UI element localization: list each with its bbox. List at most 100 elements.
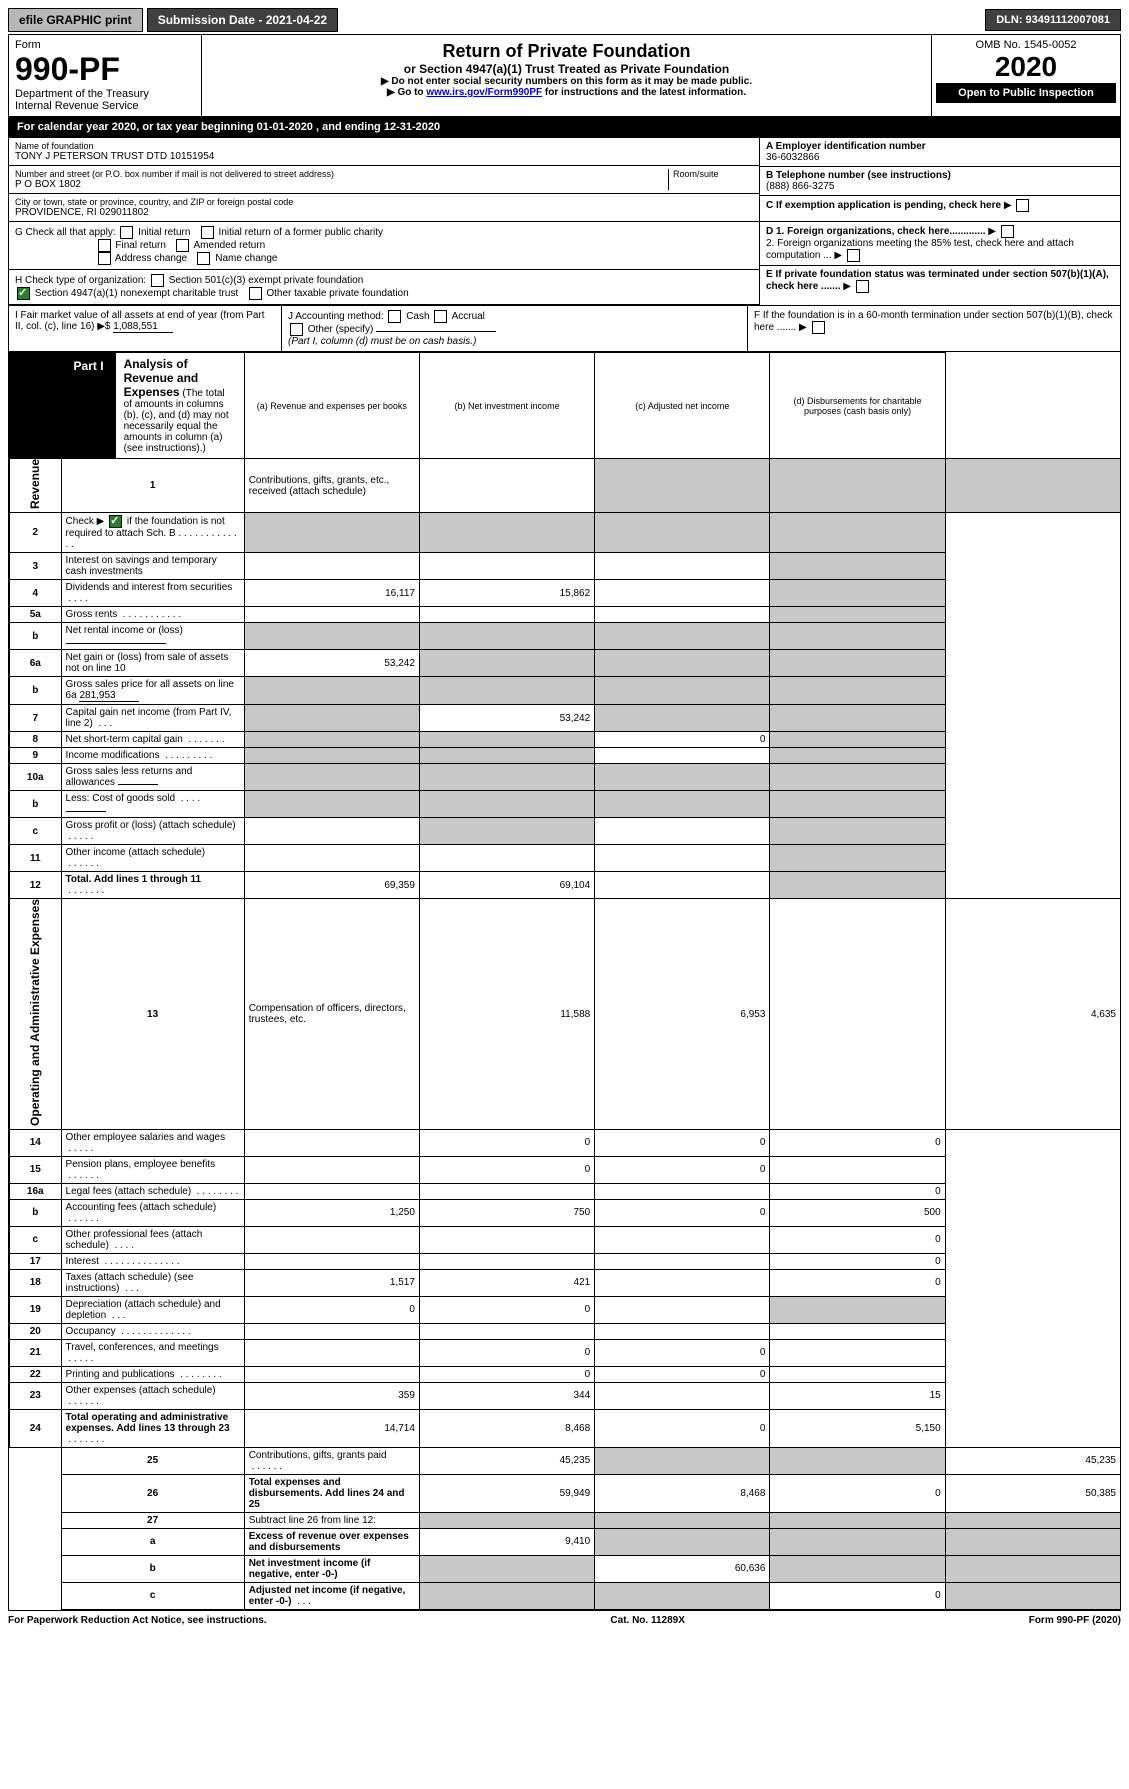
irs-link[interactable]: www.irs.gov/Form990PF [426,87,542,98]
r15-b: 0 [419,1156,594,1183]
j-o2: Accrual [452,311,485,322]
table-row: cOther professional fees (attach schedul… [10,1226,1121,1253]
r16b-desc: Accounting fees (attach schedule) . . . … [61,1199,244,1226]
r15-c: 0 [595,1156,770,1183]
r25-desc: Contributions, gifts, grants paid . . . … [244,1447,419,1474]
r25-d: 45,235 [945,1447,1120,1474]
e-cell: E If private foundation status was termi… [760,266,1120,296]
c-checkbox[interactable] [1016,199,1029,212]
g-address-checkbox[interactable] [98,252,111,265]
r16b-a: 1,250 [244,1199,419,1226]
h-other-checkbox[interactable] [249,287,262,300]
ein-value: 36-6032866 [766,152,1114,163]
r16c-num: c [10,1226,62,1253]
calyear-begin: 01-01-2020 [257,121,313,133]
r26-num: 26 [61,1474,244,1512]
phone-label: B Telephone number (see instructions) [766,170,1114,181]
footer-mid: Cat. No. 11289X [610,1615,684,1626]
footer: For Paperwork Reduction Act Notice, see … [8,1611,1121,1630]
r5b-desc: Net rental income or (loss) [61,623,244,650]
table-row: 24Total operating and administrative exp… [10,1409,1121,1447]
g-initial-checkbox[interactable] [120,226,133,239]
d2-label: 2. Foreign organizations meeting the 85%… [766,238,1074,261]
r18-num: 18 [10,1269,62,1296]
r25-a: 45,235 [419,1447,594,1474]
h-row: H Check type of organization: Section 50… [9,270,759,305]
r27b-desc: Net investment income (if negative, ente… [244,1555,419,1582]
j-cash-checkbox[interactable] [388,310,401,323]
g-amended-checkbox[interactable] [176,239,189,252]
r19-b: 0 [419,1296,594,1323]
r18-a: 1,517 [244,1269,419,1296]
foundation-name: TONY J PETERSON TRUST DTD 10151954 [15,151,753,162]
r13-num: 13 [61,899,244,1130]
r13-d: 4,635 [945,899,1120,1130]
g-name-checkbox[interactable] [197,252,210,265]
table-row: 21Travel, conferences, and meetings . . … [10,1339,1121,1366]
r1-c [770,459,945,513]
e-checkbox[interactable] [856,280,869,293]
j-accrual-checkbox[interactable] [434,310,447,323]
g-o1: Initial return [138,227,190,238]
g-initial-former-checkbox[interactable] [201,226,214,239]
table-row: 15Pension plans, employee benefits . . .… [10,1156,1121,1183]
table-row: 25Contributions, gifts, grants paid . . … [10,1447,1121,1474]
r27b-b: 60,636 [595,1555,770,1582]
g-final-checkbox[interactable] [98,239,111,252]
d1-checkbox[interactable] [1001,225,1014,238]
r6b-num: b [10,677,62,705]
city-label: City or town, state or province, country… [15,197,753,207]
submission-btn[interactable]: Submission Date - 2021-04-22 [147,8,338,32]
r2-t: Check ▶ [66,516,108,527]
r20-num: 20 [10,1323,62,1339]
part1-wrap: Part I Analysis of Revenue and Expenses … [8,352,1121,1611]
r16b-d: 500 [770,1199,945,1226]
r10a-desc: Gross sales less returns and allowances [61,764,244,791]
h-501c3-checkbox[interactable] [151,274,164,287]
calyear-pre: For calendar year 2020, or tax year begi… [17,121,257,133]
r16b-num: b [10,1199,62,1226]
oae-side-label: Operating and Administrative Expenses [28,899,42,1126]
r4-b: 15,862 [419,580,594,607]
r26-d: 50,385 [945,1474,1120,1512]
g-o5: Address change [115,253,187,264]
r9-num: 9 [10,748,62,764]
r7-b: 53,242 [419,705,594,732]
omb-label: OMB No. 1545-0052 [936,39,1116,51]
r22-desc: Printing and publications . . . . . . . … [61,1366,244,1382]
part1-label: Part I [62,353,116,458]
identity-left: Name of foundation TONY J PETERSON TRUST… [9,138,759,221]
r8-num: 8 [10,732,62,748]
r16c-desc: Other professional fees (attach schedule… [61,1226,244,1253]
table-row: 22Printing and publications . . . . . . … [10,1366,1121,1382]
table-row: bGross sales price for all assets on lin… [10,677,1121,705]
r3-desc: Interest on savings and temporary cash i… [61,553,244,580]
table-row: 6aNet gain or (loss) from sale of assets… [10,650,1121,677]
j-cell: J Accounting method: Cash Accrual Other … [282,306,747,351]
j-other-checkbox[interactable] [290,323,303,336]
table-row: 7Capital gain net income (from Part IV, … [10,705,1121,732]
form-label: Form [15,39,195,51]
efile-btn[interactable]: efile GRAPHIC print [8,8,143,32]
r3-num: 3 [10,553,62,580]
r14-b: 0 [419,1129,594,1156]
f-checkbox[interactable] [812,321,825,334]
j-note: (Part I, column (d) must be on cash basi… [288,336,476,347]
r11-desc: Other income (attach schedule) . . . . .… [61,845,244,872]
r24-desc: Total operating and administrative expen… [61,1409,244,1447]
r19-desc: Depreciation (attach schedule) and deple… [61,1296,244,1323]
phone-value: (888) 866-3275 [766,181,1114,192]
r6b-v: 281,953 [79,690,139,702]
r2-desc: Check ▶ if the foundation is not require… [61,513,244,553]
g-d-row: G Check all that apply: Initial return I… [8,222,1121,306]
r14-c: 0 [595,1129,770,1156]
col-d-header: (d) Disbursements for charitable purpose… [770,353,945,459]
r13-b: 6,953 [595,899,770,1130]
j-o1: Cash [406,311,429,322]
d2-checkbox[interactable] [847,249,860,262]
r27c-num: c [61,1582,244,1609]
r2-checkbox[interactable] [109,515,122,528]
h-4947-checkbox[interactable] [17,287,30,300]
r1-num: 1 [61,459,244,513]
r26-a: 59,949 [419,1474,594,1512]
